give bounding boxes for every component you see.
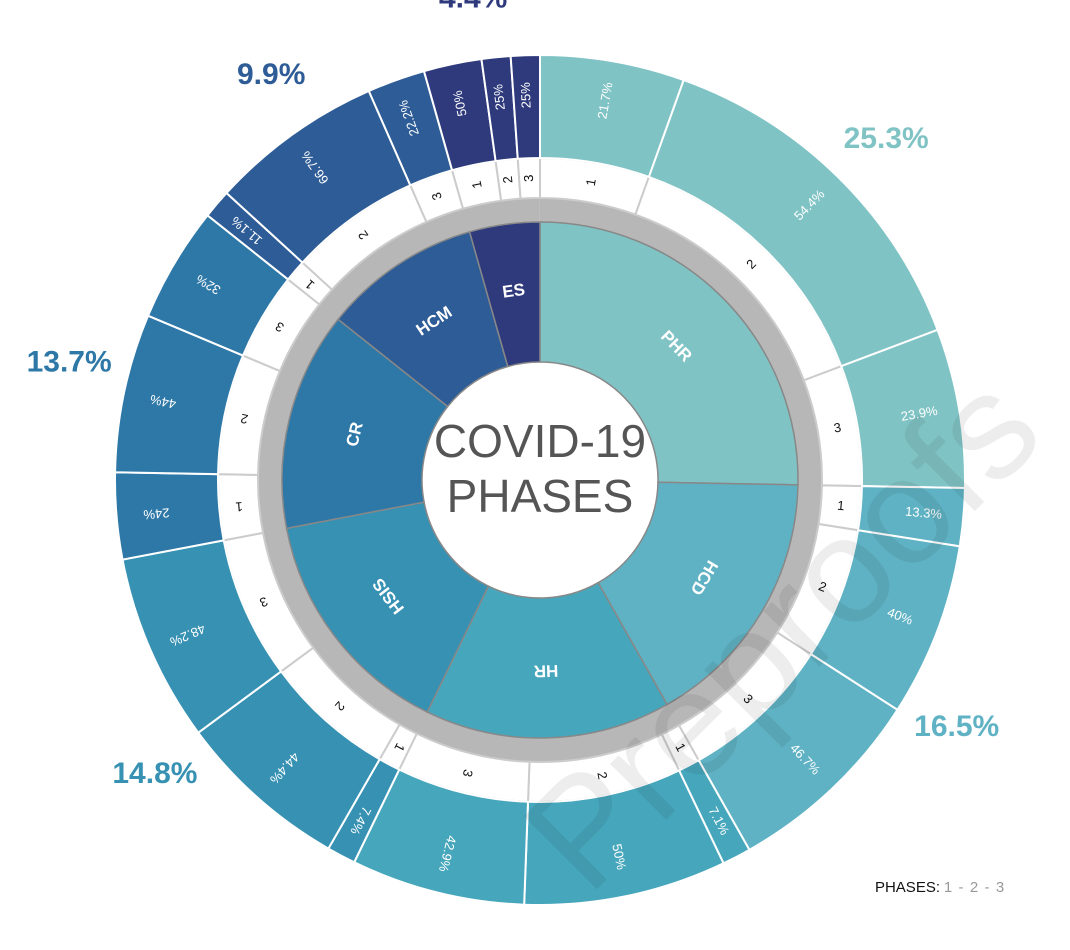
- category-value-label: 15.4%: [513, 947, 598, 950]
- phase-value-label: 13.3%: [905, 504, 943, 522]
- legend-phase: 2: [970, 879, 978, 896]
- legend-phase: 3: [996, 879, 1004, 896]
- category-label: ES: [501, 280, 526, 302]
- phase-number: 3: [833, 420, 843, 436]
- center-label: PHASES: [447, 470, 634, 522]
- phase-value-label: 50%: [609, 842, 629, 871]
- phase-number: 2: [500, 175, 516, 184]
- phase-value-label: 24%: [142, 505, 170, 522]
- phase-number: 3: [428, 190, 445, 202]
- phase-value-label: 25%: [490, 83, 508, 111]
- legend: PHASES: 1-2-3: [875, 879, 1004, 896]
- category-value-label: 14.8%: [112, 757, 197, 790]
- phase-value-label: 23.9%: [900, 403, 939, 424]
- legend-separator: -: [959, 879, 964, 896]
- phase-number: 1: [583, 177, 599, 187]
- phase-number: 3: [460, 768, 476, 779]
- category-value-label: 4.4%: [439, 0, 507, 15]
- phase-number: 1: [235, 499, 243, 515]
- category-arc: [597, 481, 799, 706]
- category-label: HR: [533, 661, 558, 681]
- category-arc: [539, 221, 799, 486]
- category-arc: [285, 501, 490, 714]
- category-arc: [468, 221, 541, 368]
- legend-label: PHASES:: [875, 879, 940, 896]
- phase-number: 1: [837, 498, 846, 514]
- phase-value-label: 21.7%: [594, 81, 615, 120]
- category-value-label: 25.3%: [844, 122, 929, 155]
- center-label: COVID-19: [434, 415, 646, 467]
- category-arc: [281, 318, 449, 530]
- phase-number: 1: [469, 180, 485, 190]
- category-value-label: 16.5%: [914, 710, 999, 743]
- phase-value-label: 44%: [148, 392, 177, 412]
- legend-separator: -: [985, 879, 990, 896]
- phase-number: 2: [239, 411, 249, 427]
- phase-value-label: 50%: [450, 89, 470, 118]
- phase-number: 2: [594, 770, 610, 780]
- phase-value-label: 25%: [518, 82, 534, 109]
- legend-phase: 1: [944, 879, 952, 896]
- category-value-label: 9.9%: [237, 58, 305, 91]
- phase-number: 3: [521, 174, 536, 182]
- category-arc: [426, 581, 669, 739]
- category-value-label: 13.7%: [27, 346, 112, 379]
- phase-arc: [509, 53, 541, 160]
